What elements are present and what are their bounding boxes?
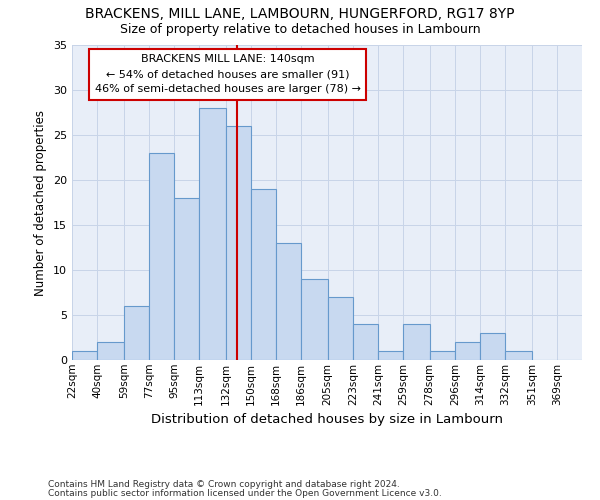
Text: Contains HM Land Registry data © Crown copyright and database right 2024.: Contains HM Land Registry data © Crown c… [48,480,400,489]
Bar [199,108,226,360]
Bar [505,351,532,360]
Text: BRACKENS, MILL LANE, LAMBOURN, HUNGERFORD, RG17 8YP: BRACKENS, MILL LANE, LAMBOURN, HUNGERFOR… [85,8,515,22]
Y-axis label: Number of detached properties: Number of detached properties [34,110,47,296]
Bar [174,198,199,360]
Bar [97,342,124,360]
Bar [251,189,276,360]
X-axis label: Distribution of detached houses by size in Lambourn: Distribution of detached houses by size … [151,413,503,426]
Text: Size of property relative to detached houses in Lambourn: Size of property relative to detached ho… [119,22,481,36]
Bar [149,153,174,360]
Bar [455,342,480,360]
Bar [480,333,505,360]
Bar [430,351,455,360]
Bar [378,351,403,360]
Bar [301,279,328,360]
Bar [72,351,97,360]
Text: Contains public sector information licensed under the Open Government Licence v3: Contains public sector information licen… [48,488,442,498]
Bar [353,324,378,360]
Bar [276,243,301,360]
Bar [403,324,430,360]
Bar [124,306,149,360]
Text: BRACKENS MILL LANE: 140sqm
← 54% of detached houses are smaller (91)
46% of semi: BRACKENS MILL LANE: 140sqm ← 54% of deta… [95,54,361,94]
Bar [328,297,353,360]
Bar [226,126,251,360]
